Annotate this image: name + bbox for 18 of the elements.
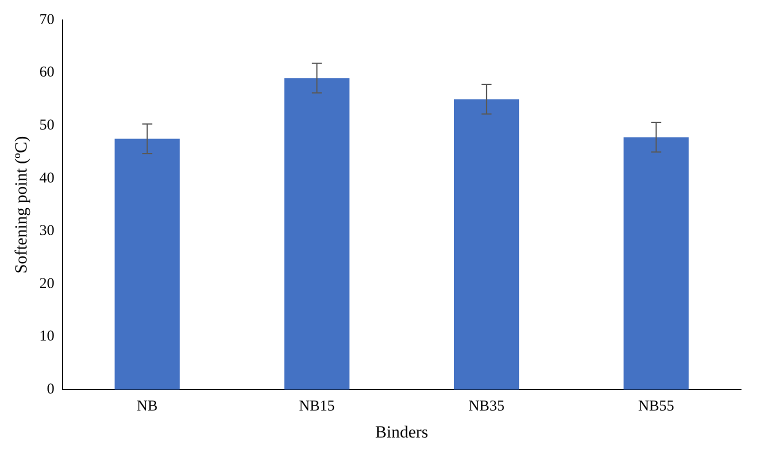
bar	[454, 99, 520, 390]
y-tick-label: 70	[39, 12, 54, 28]
x-tick-label: NB35	[468, 398, 504, 415]
y-tick-label: 20	[39, 276, 54, 292]
y-tick-label: 10	[39, 328, 54, 345]
bar	[114, 138, 180, 390]
bar	[284, 78, 350, 390]
y-tick-label: 40	[39, 170, 54, 186]
y-axis-title: Softening point (ºC)	[12, 136, 31, 274]
x-tick-label: NB55	[638, 398, 674, 415]
y-tick-label: 0	[46, 382, 54, 398]
x-tick-label: NB15	[298, 398, 335, 415]
x-tick-label: NB	[136, 398, 158, 415]
x-axis-title: Binders	[375, 422, 428, 442]
y-tick-label: 50	[39, 118, 54, 134]
bar	[624, 137, 689, 390]
y-tick-label: 30	[39, 223, 54, 240]
y-tick-label: 60	[39, 64, 54, 81]
